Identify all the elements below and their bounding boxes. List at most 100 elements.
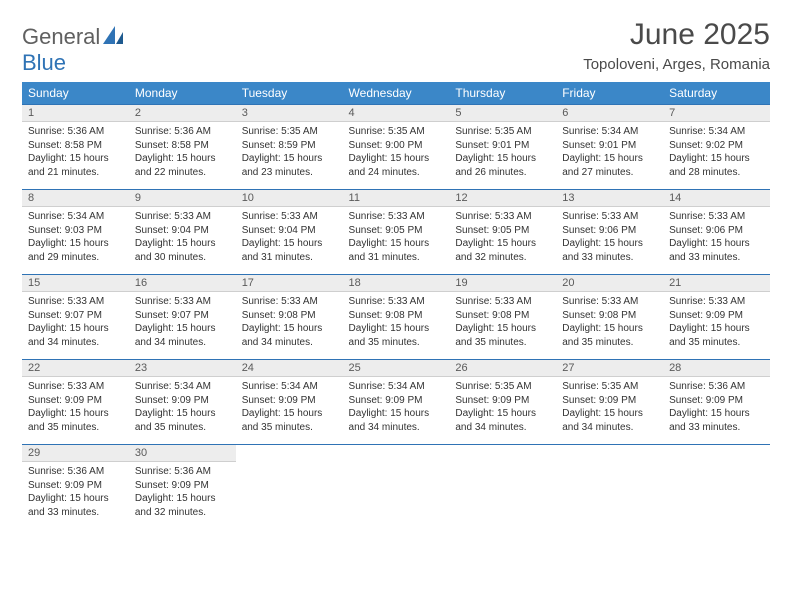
sunset-line: Sunset: 9:09 PM xyxy=(135,394,230,408)
sunrise-line: Sunrise: 5:33 AM xyxy=(562,295,657,309)
sunset-line: Sunset: 8:59 PM xyxy=(242,139,337,153)
daylight-line: Daylight: 15 hours and 34 minutes. xyxy=(135,322,230,349)
day-data-cell: Sunrise: 5:33 AMSunset: 9:06 PMDaylight:… xyxy=(663,207,770,275)
location: Topoloveni, Arges, Romania xyxy=(583,56,770,73)
sunset-line: Sunset: 9:03 PM xyxy=(28,224,123,238)
daylight-line: Daylight: 15 hours and 33 minutes. xyxy=(669,237,764,264)
day-data-cell xyxy=(236,462,343,530)
day-data-cell: Sunrise: 5:34 AMSunset: 9:01 PMDaylight:… xyxy=(556,122,663,190)
day-number-cell: 3 xyxy=(236,105,343,122)
day-data-cell: Sunrise: 5:33 AMSunset: 9:08 PMDaylight:… xyxy=(236,292,343,360)
sunrise-line: Sunrise: 5:35 AM xyxy=(455,125,550,139)
day-data-cell: Sunrise: 5:33 AMSunset: 9:06 PMDaylight:… xyxy=(556,207,663,275)
day-data-cell: Sunrise: 5:33 AMSunset: 9:07 PMDaylight:… xyxy=(129,292,236,360)
sunrise-line: Sunrise: 5:34 AM xyxy=(135,380,230,394)
sunset-line: Sunset: 9:01 PM xyxy=(562,139,657,153)
sunrise-line: Sunrise: 5:36 AM xyxy=(28,125,123,139)
weekday-header: Tuesday xyxy=(236,82,343,105)
daylight-line: Daylight: 15 hours and 32 minutes. xyxy=(455,237,550,264)
daylight-line: Daylight: 15 hours and 33 minutes. xyxy=(669,407,764,434)
day-data-cell: Sunrise: 5:33 AMSunset: 9:08 PMDaylight:… xyxy=(556,292,663,360)
sunrise-line: Sunrise: 5:33 AM xyxy=(349,210,444,224)
weekday-header: Saturday xyxy=(663,82,770,105)
daylight-line: Daylight: 15 hours and 35 minutes. xyxy=(242,407,337,434)
day-number-cell: 10 xyxy=(236,190,343,207)
sunrise-line: Sunrise: 5:33 AM xyxy=(135,210,230,224)
sunrise-line: Sunrise: 5:33 AM xyxy=(28,295,123,309)
sail-icon xyxy=(102,26,124,44)
day-data-cell: Sunrise: 5:33 AMSunset: 9:08 PMDaylight:… xyxy=(343,292,450,360)
sunset-line: Sunset: 9:08 PM xyxy=(455,309,550,323)
sunset-line: Sunset: 9:09 PM xyxy=(28,394,123,408)
day-number-cell: 19 xyxy=(449,275,556,292)
daylight-line: Daylight: 15 hours and 34 minutes. xyxy=(28,322,123,349)
day-number-cell: 23 xyxy=(129,360,236,377)
daylight-line: Daylight: 15 hours and 35 minutes. xyxy=(455,322,550,349)
day-number-cell: 22 xyxy=(22,360,129,377)
day-data-cell: Sunrise: 5:33 AMSunset: 9:04 PMDaylight:… xyxy=(129,207,236,275)
day-data-cell: Sunrise: 5:35 AMSunset: 9:01 PMDaylight:… xyxy=(449,122,556,190)
daylight-line: Daylight: 15 hours and 32 minutes. xyxy=(135,492,230,519)
daylight-line: Daylight: 15 hours and 23 minutes. xyxy=(242,152,337,179)
sunset-line: Sunset: 9:05 PM xyxy=(349,224,444,238)
day-number-cell: 7 xyxy=(663,105,770,122)
day-data-cell xyxy=(556,462,663,530)
daylight-line: Daylight: 15 hours and 28 minutes. xyxy=(669,152,764,179)
sunset-line: Sunset: 9:01 PM xyxy=(455,139,550,153)
sunrise-line: Sunrise: 5:36 AM xyxy=(28,465,123,479)
day-data-cell: Sunrise: 5:35 AMSunset: 9:00 PMDaylight:… xyxy=(343,122,450,190)
day-number-cell: 21 xyxy=(663,275,770,292)
day-number-cell: 28 xyxy=(663,360,770,377)
day-number-cell: 18 xyxy=(343,275,450,292)
sunset-line: Sunset: 9:09 PM xyxy=(669,309,764,323)
day-number-cell: 2 xyxy=(129,105,236,122)
sunset-line: Sunset: 9:07 PM xyxy=(135,309,230,323)
sunset-line: Sunset: 8:58 PM xyxy=(28,139,123,153)
sunrise-line: Sunrise: 5:33 AM xyxy=(669,210,764,224)
daylight-line: Daylight: 15 hours and 35 minutes. xyxy=(562,322,657,349)
logo-text: General Blue xyxy=(22,24,124,76)
daylight-line: Daylight: 15 hours and 31 minutes. xyxy=(349,237,444,264)
daylight-line: Daylight: 15 hours and 22 minutes. xyxy=(135,152,230,179)
weekday-header: Sunday xyxy=(22,82,129,105)
sunset-line: Sunset: 9:08 PM xyxy=(242,309,337,323)
weekday-header: Wednesday xyxy=(343,82,450,105)
sunset-line: Sunset: 9:09 PM xyxy=(455,394,550,408)
sunset-line: Sunset: 9:09 PM xyxy=(562,394,657,408)
sunset-line: Sunset: 9:09 PM xyxy=(28,479,123,493)
logo-general: General xyxy=(22,24,100,49)
sunrise-line: Sunrise: 5:34 AM xyxy=(28,210,123,224)
weekday-header: Friday xyxy=(556,82,663,105)
title-block: June 2025 Topoloveni, Arges, Romania xyxy=(583,18,770,73)
sunrise-line: Sunrise: 5:36 AM xyxy=(135,125,230,139)
sunrise-line: Sunrise: 5:34 AM xyxy=(349,380,444,394)
logo: General Blue xyxy=(22,24,124,76)
daylight-line: Daylight: 15 hours and 31 minutes. xyxy=(242,237,337,264)
day-number-cell xyxy=(556,445,663,462)
daylight-line: Daylight: 15 hours and 30 minutes. xyxy=(135,237,230,264)
sunrise-line: Sunrise: 5:33 AM xyxy=(349,295,444,309)
sunset-line: Sunset: 8:58 PM xyxy=(135,139,230,153)
day-data-cell: Sunrise: 5:34 AMSunset: 9:03 PMDaylight:… xyxy=(22,207,129,275)
sunrise-line: Sunrise: 5:35 AM xyxy=(242,125,337,139)
sunrise-line: Sunrise: 5:34 AM xyxy=(669,125,764,139)
sunset-line: Sunset: 9:08 PM xyxy=(562,309,657,323)
sunrise-line: Sunrise: 5:34 AM xyxy=(242,380,337,394)
daylight-line: Daylight: 15 hours and 34 minutes. xyxy=(242,322,337,349)
sunset-line: Sunset: 9:09 PM xyxy=(349,394,444,408)
sunset-line: Sunset: 9:02 PM xyxy=(669,139,764,153)
sunset-line: Sunset: 9:09 PM xyxy=(669,394,764,408)
daylight-line: Daylight: 15 hours and 35 minutes. xyxy=(669,322,764,349)
sunrise-line: Sunrise: 5:33 AM xyxy=(242,295,337,309)
sunrise-line: Sunrise: 5:33 AM xyxy=(562,210,657,224)
day-number-cell: 1 xyxy=(22,105,129,122)
sunrise-line: Sunrise: 5:33 AM xyxy=(28,380,123,394)
sunrise-line: Sunrise: 5:35 AM xyxy=(455,380,550,394)
calendar-table: SundayMondayTuesdayWednesdayThursdayFrid… xyxy=(22,82,770,530)
daylight-line: Daylight: 15 hours and 35 minutes. xyxy=(349,322,444,349)
daylight-line: Daylight: 15 hours and 34 minutes. xyxy=(455,407,550,434)
sunrise-line: Sunrise: 5:36 AM xyxy=(135,465,230,479)
day-number-cell: 27 xyxy=(556,360,663,377)
day-number-cell: 15 xyxy=(22,275,129,292)
day-number-cell: 11 xyxy=(343,190,450,207)
